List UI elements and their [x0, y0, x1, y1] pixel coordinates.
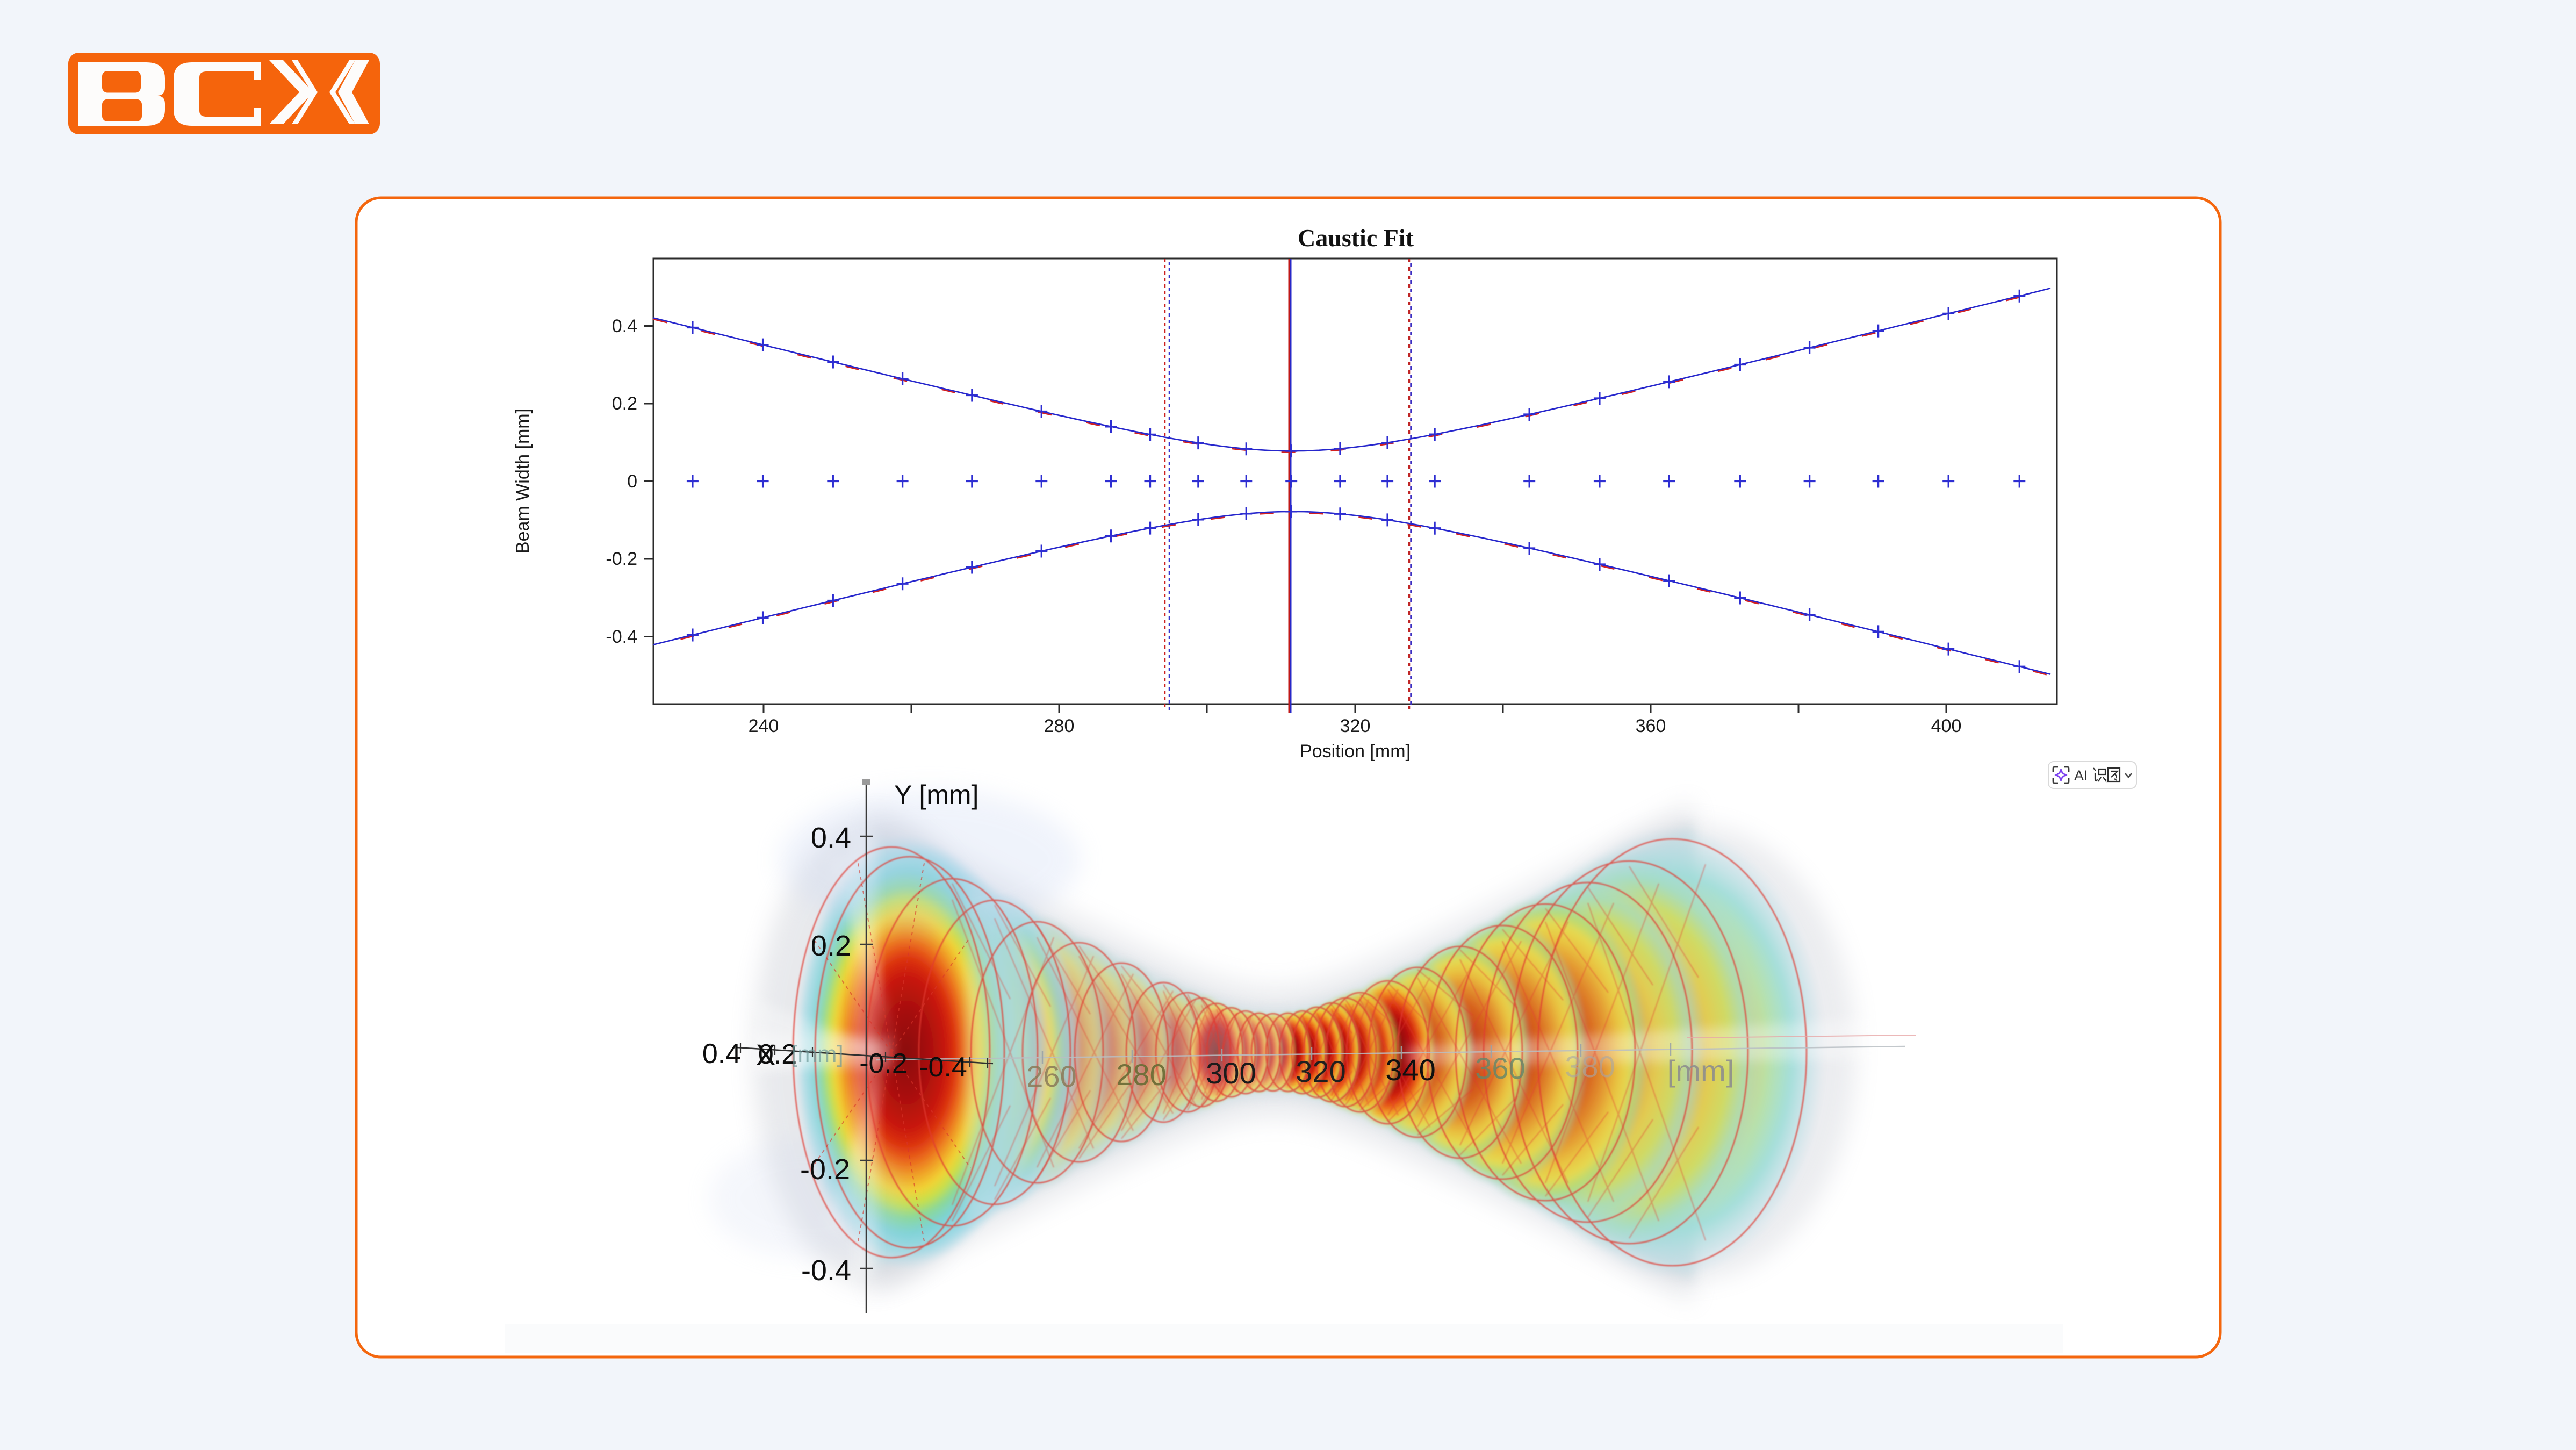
svg-text:Beam Width [mm]: Beam Width [mm] — [513, 408, 533, 554]
svg-text:380: 380 — [1565, 1050, 1615, 1083]
svg-text:360: 360 — [1636, 716, 1666, 736]
svg-text:[mm]: [mm] — [791, 1041, 844, 1067]
svg-text:300: 300 — [1206, 1056, 1256, 1090]
svg-text:0: 0 — [627, 471, 637, 492]
svg-text:-0.4: -0.4 — [606, 627, 637, 647]
svg-text:-0.4: -0.4 — [919, 1052, 967, 1083]
svg-text:0.4: 0.4 — [612, 316, 637, 336]
svg-text:400: 400 — [1931, 716, 1962, 736]
svg-text:240: 240 — [749, 716, 779, 736]
svg-text:0.2: 0.2 — [811, 930, 851, 962]
svg-text:AI: AI — [2074, 767, 2088, 784]
svg-text:[mm]: [mm] — [1667, 1054, 1734, 1088]
svg-text:320: 320 — [1340, 716, 1371, 736]
svg-text:360: 360 — [1475, 1051, 1525, 1085]
svg-text:Y [mm]: Y [mm] — [894, 780, 978, 810]
svg-text:-0.2: -0.2 — [606, 549, 637, 569]
svg-text:-0.4: -0.4 — [801, 1254, 851, 1287]
svg-text:Caustic Fit: Caustic Fit — [1298, 224, 1414, 252]
svg-text:0.4: 0.4 — [702, 1038, 741, 1069]
svg-text:340: 340 — [1385, 1053, 1435, 1087]
svg-text:260: 260 — [1026, 1059, 1076, 1093]
svg-text:320: 320 — [1296, 1054, 1345, 1088]
svg-text:280: 280 — [1044, 716, 1075, 736]
svg-text:280: 280 — [1116, 1058, 1166, 1092]
svg-text:-0.2: -0.2 — [859, 1048, 908, 1079]
svg-text:-0.2: -0.2 — [800, 1153, 850, 1186]
svg-text:0.4: 0.4 — [811, 822, 851, 854]
svg-text:0.2: 0.2 — [758, 1039, 797, 1070]
svg-text:Position [mm]: Position [mm] — [1300, 741, 1411, 762]
svg-text:0.2: 0.2 — [612, 393, 637, 414]
svg-text:X: X — [755, 1038, 775, 1072]
